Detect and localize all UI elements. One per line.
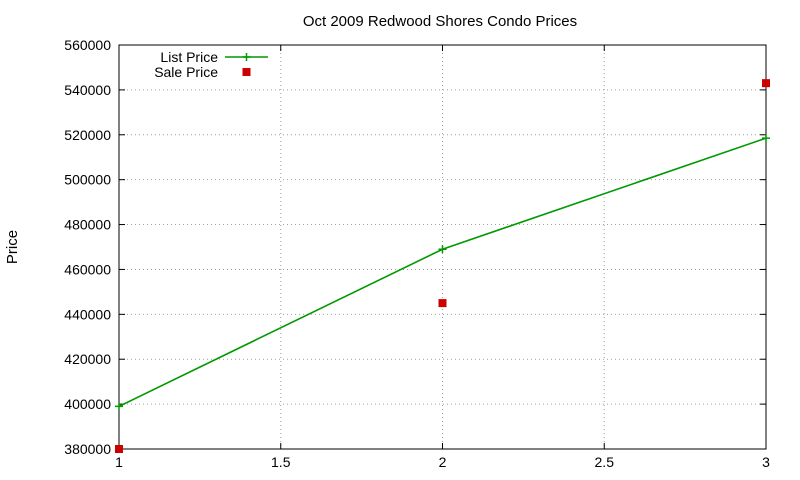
x-tick-label: 2.5 (595, 454, 615, 470)
chart-title: Oct 2009 Redwood Shores Condo Prices (303, 13, 577, 30)
legend-label: Sale Price (154, 64, 218, 80)
y-tick-label: 540000 (64, 82, 111, 98)
y-tick-label: 500000 (64, 172, 111, 188)
x-tick-label: 3 (762, 454, 770, 470)
y-tick-label: 440000 (64, 306, 111, 322)
grid-lines (119, 45, 766, 449)
plus-marker (438, 245, 447, 254)
plus-marker (115, 402, 123, 411)
y-tick-label: 480000 (64, 217, 111, 233)
tick-labels: 380000 400000 420000 440000 460000 480000 5000… (64, 37, 770, 470)
y-tick-label: 460000 (64, 261, 111, 277)
x-tick-label: 1 (115, 454, 123, 470)
legend-square-swatch (242, 68, 251, 76)
series-line-list-price (118, 137, 767, 408)
y-tick-label: 560000 (64, 37, 111, 53)
y-tick-label: 380000 (64, 441, 111, 457)
data-series (115, 79, 770, 453)
sale-price-point (115, 445, 123, 453)
plus-marker (762, 134, 770, 143)
y-tick-label: 400000 (64, 396, 111, 412)
sale-price-point (438, 299, 447, 308)
plus-marker (242, 53, 251, 61)
y-tick-label: 520000 (64, 127, 111, 143)
legend-label: List Price (160, 49, 218, 65)
x-tick-label: 1.5 (271, 454, 291, 470)
y-tick-label: 420000 (64, 351, 111, 367)
x-tick-label: 2 (439, 454, 447, 470)
sale-price-point (762, 79, 770, 88)
y-axis-label: Price (4, 230, 21, 264)
